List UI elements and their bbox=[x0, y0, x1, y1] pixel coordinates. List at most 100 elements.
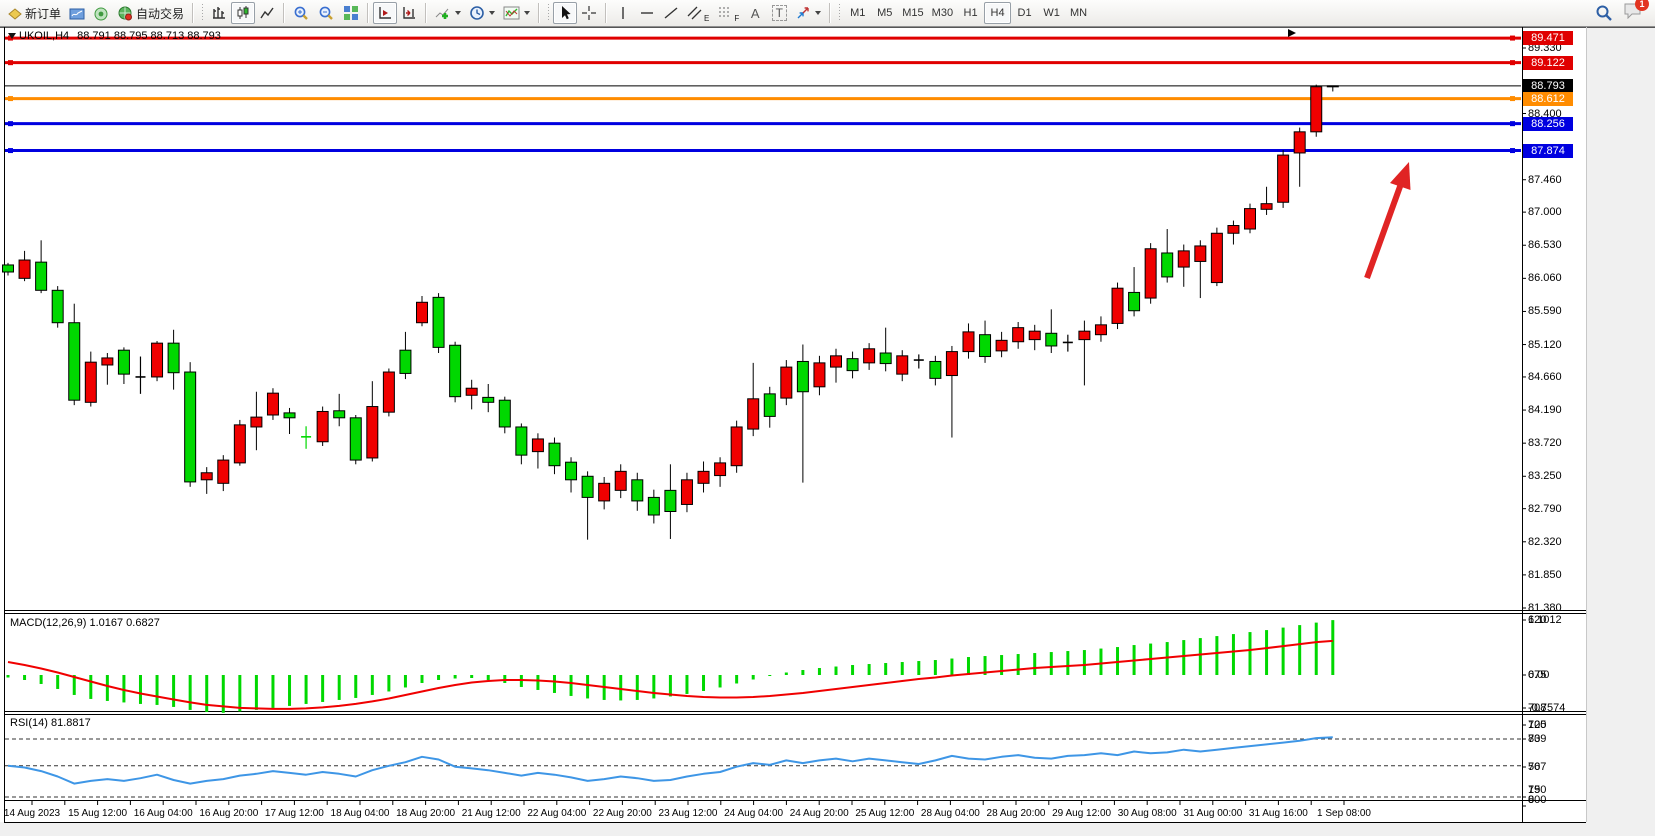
templates-button[interactable] bbox=[499, 2, 534, 24]
indicators-button[interactable] bbox=[431, 2, 465, 24]
price-badge-89.122: 89.122 bbox=[1523, 55, 1573, 70]
price-tick-label: 86.530 bbox=[1528, 239, 1562, 252]
zoom-in-button[interactable] bbox=[289, 2, 314, 24]
candle bbox=[697, 470, 710, 484]
timeframe-m30[interactable]: M30 bbox=[931, 7, 954, 19]
toolbar-separator bbox=[192, 3, 195, 23]
arrows-tool-button[interactable] bbox=[791, 2, 825, 24]
price-tick-label: 81.380 bbox=[1528, 601, 1562, 614]
toolbar-grip bbox=[547, 4, 551, 22]
time-label: 24 Aug 20:00 bbox=[789, 808, 849, 819]
macd-axis-label: -0.7574 bbox=[1528, 702, 1566, 714]
candlestick-chart-button[interactable] bbox=[231, 2, 256, 24]
candle bbox=[84, 361, 97, 403]
price-tick-label: 82.790 bbox=[1528, 502, 1562, 515]
templates-icon bbox=[503, 5, 520, 21]
candle bbox=[1277, 154, 1290, 203]
timeframe-d1[interactable]: D1 bbox=[1017, 7, 1032, 19]
fibonacci-tool-button[interactable]: F bbox=[713, 2, 743, 24]
price-tick-label: 83.720 bbox=[1528, 437, 1562, 450]
candle bbox=[1210, 232, 1223, 284]
timeframe-h1[interactable]: H1 bbox=[963, 7, 978, 19]
candle bbox=[101, 357, 114, 366]
bar-chart-button[interactable] bbox=[207, 2, 231, 24]
trendline-tool-button[interactable] bbox=[659, 2, 683, 24]
candle bbox=[1128, 291, 1141, 312]
scroll-marker-icon bbox=[1288, 29, 1296, 37]
time-label: 31 Aug 00:00 bbox=[1183, 808, 1243, 819]
zoom-out-icon bbox=[318, 5, 335, 21]
candle bbox=[1293, 131, 1306, 154]
hline-handle[interactable] bbox=[1510, 121, 1515, 127]
signal-button[interactable] bbox=[89, 2, 113, 24]
vertical-line-tool-button[interactable] bbox=[611, 2, 635, 24]
candle bbox=[1144, 248, 1157, 299]
chart-shift-button[interactable] bbox=[397, 2, 421, 24]
search-icon[interactable] bbox=[1595, 4, 1613, 22]
candle bbox=[581, 475, 594, 498]
hline-handle[interactable] bbox=[1510, 96, 1515, 102]
hline-handle[interactable] bbox=[1510, 35, 1515, 41]
time-label: 16 Aug 20:00 bbox=[199, 808, 259, 819]
periods-button[interactable] bbox=[465, 2, 499, 24]
candle bbox=[416, 301, 428, 324]
timeframe-w1[interactable]: W1 bbox=[1043, 7, 1060, 19]
vertical-line-icon bbox=[618, 5, 628, 21]
timeframe-m5[interactable]: M5 bbox=[877, 7, 893, 19]
hline-handle[interactable] bbox=[8, 121, 13, 127]
new-order-button[interactable]: 新订单 bbox=[3, 2, 65, 24]
hline-handle[interactable] bbox=[8, 148, 13, 154]
hline-handle[interactable] bbox=[1510, 148, 1515, 154]
text-tool-button[interactable]: A bbox=[743, 2, 767, 24]
text-label-tool-button[interactable]: T bbox=[767, 2, 791, 24]
candle bbox=[366, 406, 379, 459]
cursor-arrow-icon bbox=[558, 5, 572, 21]
time-label: 18 Aug 20:00 bbox=[396, 808, 456, 819]
hline-handle[interactable] bbox=[8, 96, 13, 102]
time-label: 28 Aug 04:00 bbox=[920, 808, 980, 819]
macd-axis-label: 620 bbox=[1528, 614, 1547, 626]
hline-handle[interactable] bbox=[1510, 60, 1515, 66]
dropdown-caret-icon bbox=[455, 11, 462, 15]
new-order-label: 新订单 bbox=[25, 6, 62, 21]
macd-label: MACD(12,26,9) 1.0167 0.6827 bbox=[10, 617, 160, 629]
candle bbox=[813, 362, 826, 388]
timeframe-h4[interactable]: H4 bbox=[984, 2, 1012, 24]
zoom-out-button[interactable] bbox=[314, 2, 339, 24]
candle bbox=[349, 417, 362, 461]
annotation-arrow[interactable] bbox=[1364, 179, 1405, 280]
annotation-arrow-head bbox=[1390, 162, 1411, 190]
chart-menu-icon[interactable] bbox=[8, 33, 16, 39]
price-badge-87.874: 87.874 bbox=[1523, 143, 1573, 158]
price-tick-label: 83.250 bbox=[1528, 470, 1562, 483]
chat-button[interactable]: 1 bbox=[1623, 0, 1649, 24]
cursor-button[interactable] bbox=[553, 2, 578, 24]
auto-trade-button[interactable]: 自动交易 bbox=[113, 2, 188, 24]
time-label: 14 Aug 2023 bbox=[3, 808, 61, 819]
tile-windows-button[interactable] bbox=[339, 2, 363, 24]
auto-scroll-button[interactable] bbox=[373, 2, 398, 24]
rsi-axis-label: 790 bbox=[1528, 784, 1547, 796]
candle bbox=[498, 399, 511, 428]
channel-glyph: E bbox=[704, 14, 710, 23]
candle bbox=[1260, 203, 1273, 210]
market-watch-button[interactable] bbox=[65, 2, 89, 24]
timeframe-m15[interactable]: M15 bbox=[902, 7, 924, 19]
candle bbox=[151, 342, 164, 378]
timeframe-m1[interactable]: M1 bbox=[850, 7, 866, 19]
candle bbox=[846, 358, 859, 372]
toolbar-grip bbox=[838, 4, 842, 22]
candle bbox=[1094, 324, 1107, 336]
timeframe-mn[interactable]: MN bbox=[1070, 7, 1088, 19]
bar-chart-icon bbox=[211, 5, 227, 21]
candle bbox=[714, 462, 727, 477]
channel-tool-button[interactable]: E bbox=[683, 2, 713, 24]
price-tick-label: 85.120 bbox=[1528, 338, 1562, 351]
line-chart-button[interactable] bbox=[255, 2, 279, 24]
horizontal-line-tool-button[interactable] bbox=[635, 2, 659, 24]
tile-windows-icon bbox=[343, 5, 359, 21]
time-label: 22 Aug 20:00 bbox=[592, 808, 652, 819]
crosshair-button[interactable] bbox=[577, 2, 601, 24]
chart-area[interactable] bbox=[4, 27, 1586, 822]
hline-handle[interactable] bbox=[8, 60, 13, 66]
